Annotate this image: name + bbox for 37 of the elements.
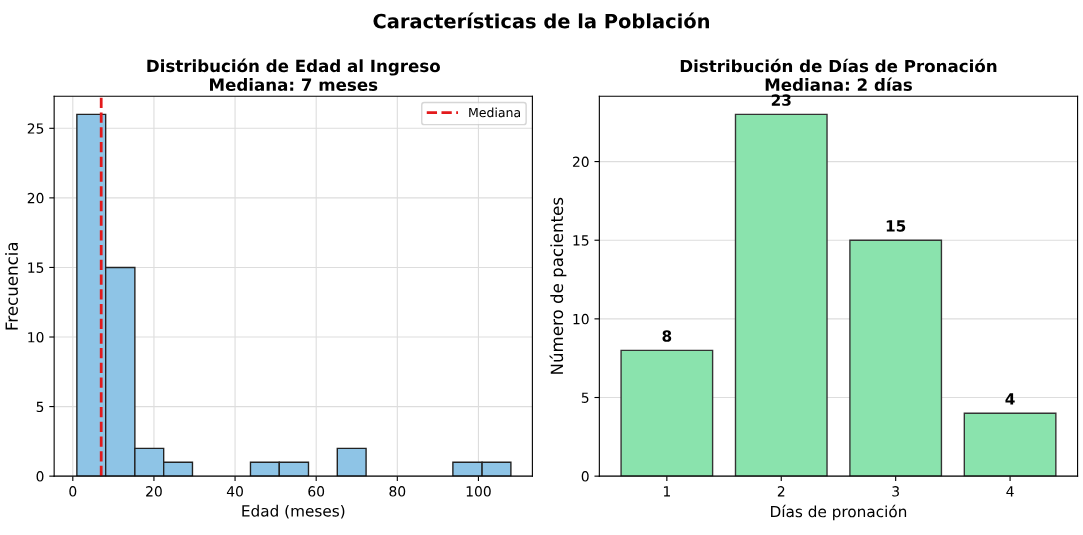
y-tick-label: 0	[36, 471, 44, 482]
x-axis-title: Días de pronación	[771, 504, 907, 521]
y-tick-label: 0	[581, 471, 589, 482]
chart-title: Distribución de Días de Pronación Mediana: 2 días	[680, 58, 997, 91]
x-tick-label: 80	[389, 486, 406, 497]
data-label: 23	[771, 94, 791, 106]
legend-label: Mediana	[469, 107, 520, 118]
data-label: 15	[886, 220, 906, 232]
x-tick-label: 60	[308, 486, 325, 497]
x-tick-label: 40	[226, 486, 243, 497]
bar	[620, 349, 714, 477]
text: Características de la Población	[373, 12, 709, 29]
bar	[849, 239, 943, 477]
y-tick-label: 10	[28, 331, 44, 343]
y-tick-label: 15	[28, 262, 44, 273]
x-tick-label: 2	[777, 486, 785, 497]
bar	[734, 113, 828, 477]
data-label: 8	[662, 330, 672, 342]
chart-title: Distribución de Edad al Ingreso Mediana: 7 meses	[147, 58, 440, 91]
x-tick-label: 4	[1006, 486, 1014, 497]
y-tick-label: 5	[581, 392, 589, 403]
x-tick-label: 20	[146, 486, 162, 497]
y-tick-label: 20	[27, 192, 44, 204]
y-tick-label: 5	[36, 401, 44, 413]
x-axis-title: Edad (meses)	[242, 504, 345, 519]
data-label: 4	[1005, 393, 1015, 405]
y-tick-label: 20	[572, 156, 589, 168]
y-tick-label: 15	[573, 235, 589, 246]
y-tick-label: 25	[27, 123, 44, 134]
y-tick-label: 10	[573, 313, 589, 325]
x-tick-label: 1	[663, 486, 670, 497]
y-axis-title: Frecuencia	[5, 242, 18, 330]
y-axis-title: Número de pacientes	[549, 197, 567, 374]
x-tick-label: 0	[69, 486, 77, 497]
x-tick-label: 100	[466, 486, 491, 497]
x-tick-label: 3	[892, 486, 899, 497]
bar	[963, 412, 1057, 477]
